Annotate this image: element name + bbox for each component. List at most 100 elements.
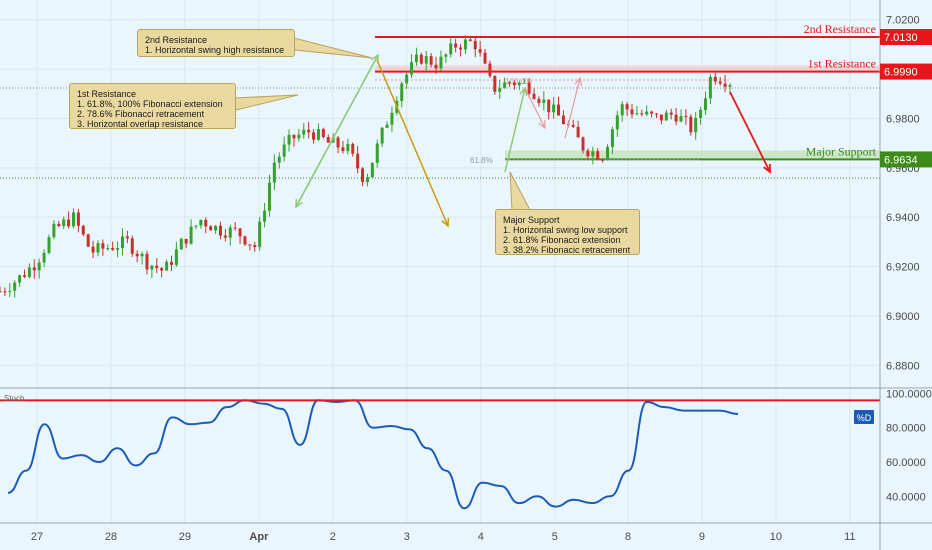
candle-body	[57, 223, 61, 227]
candle-body	[258, 221, 262, 248]
candle-body	[321, 129, 325, 138]
fib-leg-arrow	[524, 87, 546, 129]
candle-body	[512, 82, 516, 86]
candle-body	[150, 265, 154, 270]
candle-body	[47, 237, 51, 253]
candle-body	[316, 129, 320, 140]
annotation-line: 3. 38.2% Fibonacic retracement	[503, 245, 631, 255]
resistance-zone	[375, 65, 880, 72]
fib-100-label: 100.0%	[505, 77, 532, 86]
price-tick-label: 7.0200	[886, 15, 920, 27]
candle-body	[184, 238, 188, 244]
candle-body	[434, 64, 438, 69]
candle-body	[67, 219, 71, 227]
candle-body	[209, 226, 213, 231]
candle-body	[630, 109, 634, 115]
level-zones: 100.0% 61.8% 2nd Resistance 1st Resistance M…	[0, 22, 880, 179]
candle-body	[400, 83, 404, 102]
callout-pointer	[509, 171, 531, 211]
stochastic-panel: 95.9757Stoch%D	[0, 392, 932, 510]
candle-body	[375, 143, 379, 163]
time-tick-label: 27	[31, 531, 43, 543]
annotation-1st-resistance: 1st Resistance 1. 61.8%, 100% Fibonacci …	[69, 83, 236, 129]
time-tick-label: 2	[330, 531, 336, 543]
candle-body	[214, 225, 218, 231]
candle-body	[713, 76, 717, 82]
candle-body	[263, 210, 267, 222]
candle-body	[478, 49, 482, 53]
annotation-title: 1st Resistance	[77, 89, 137, 99]
candle-body	[483, 52, 487, 64]
candle-body	[414, 54, 418, 63]
candle-body	[459, 47, 463, 50]
stoch-series-name: %D	[857, 413, 872, 423]
candle-body	[645, 111, 649, 115]
candle-body	[120, 236, 124, 249]
candle-body	[356, 153, 360, 169]
candle-body	[204, 219, 208, 227]
candle-body	[0, 291, 2, 293]
candle-body	[390, 112, 394, 125]
candle-body	[581, 137, 585, 151]
annotation-line: 1. Horizontal swing low support	[503, 225, 628, 235]
resistance2-text: 2nd Resistance	[804, 22, 876, 36]
candle-body	[8, 290, 12, 292]
candle-body	[351, 143, 355, 154]
candle-body	[248, 244, 252, 246]
candle-body	[96, 243, 100, 253]
candle-body	[596, 151, 600, 160]
candle-body	[292, 134, 296, 139]
candle-body	[101, 243, 105, 249]
candle-body	[625, 104, 629, 110]
candle-body	[444, 54, 448, 57]
candle-body	[243, 236, 247, 245]
candle-body	[365, 177, 369, 182]
candle-body	[130, 238, 134, 254]
candle-body	[145, 253, 149, 270]
candle-body	[277, 156, 281, 163]
annotation-line: 2. 61.8% Fibonacci extension	[503, 235, 621, 245]
callout-pointer	[233, 94, 299, 111]
candle-body	[664, 112, 668, 121]
candle-body	[86, 234, 90, 247]
annotation-line: 3. Horizontal overlap resistance	[77, 119, 204, 129]
analysis-overlays	[233, 36, 771, 228]
time-tick-label: 3	[404, 531, 410, 543]
candle-body	[468, 39, 472, 41]
candle-body	[267, 182, 271, 211]
fib-extension-arrow	[504, 87, 526, 173]
candle-body	[527, 82, 531, 94]
candle-body	[140, 253, 144, 257]
candle-body	[419, 54, 423, 64]
bearish-projection-arrow-head	[441, 217, 450, 228]
candle-body	[312, 132, 316, 140]
price-tick-label: 6.8800	[886, 360, 920, 372]
candle-body	[429, 56, 433, 65]
candle-body	[155, 265, 159, 269]
candle-body	[557, 104, 561, 116]
grid	[0, 0, 880, 523]
candle-body	[591, 151, 595, 157]
candle-body	[708, 76, 712, 99]
candle-body	[32, 267, 36, 271]
candle-body	[694, 117, 698, 133]
candle-body	[723, 83, 727, 87]
candle-body	[454, 43, 458, 48]
stoch-tick-label: 60.0000	[886, 457, 926, 469]
candle-body	[380, 127, 384, 144]
candle-body	[674, 114, 678, 122]
time-tick-label: 8	[625, 531, 631, 543]
candle-body	[253, 245, 257, 248]
time-tick-label: Apr	[249, 531, 269, 543]
candle-body	[659, 114, 663, 121]
candle-body	[18, 275, 22, 283]
candle-body	[336, 137, 340, 148]
fib-618-label: 61.8%	[470, 156, 493, 165]
annotation-title: 2nd Resistance	[145, 35, 208, 45]
candle-body	[22, 275, 26, 277]
candle-body	[571, 124, 575, 127]
support-price-text: 6.9634	[884, 154, 918, 166]
candle-body	[728, 85, 732, 87]
candle-body	[71, 212, 75, 227]
